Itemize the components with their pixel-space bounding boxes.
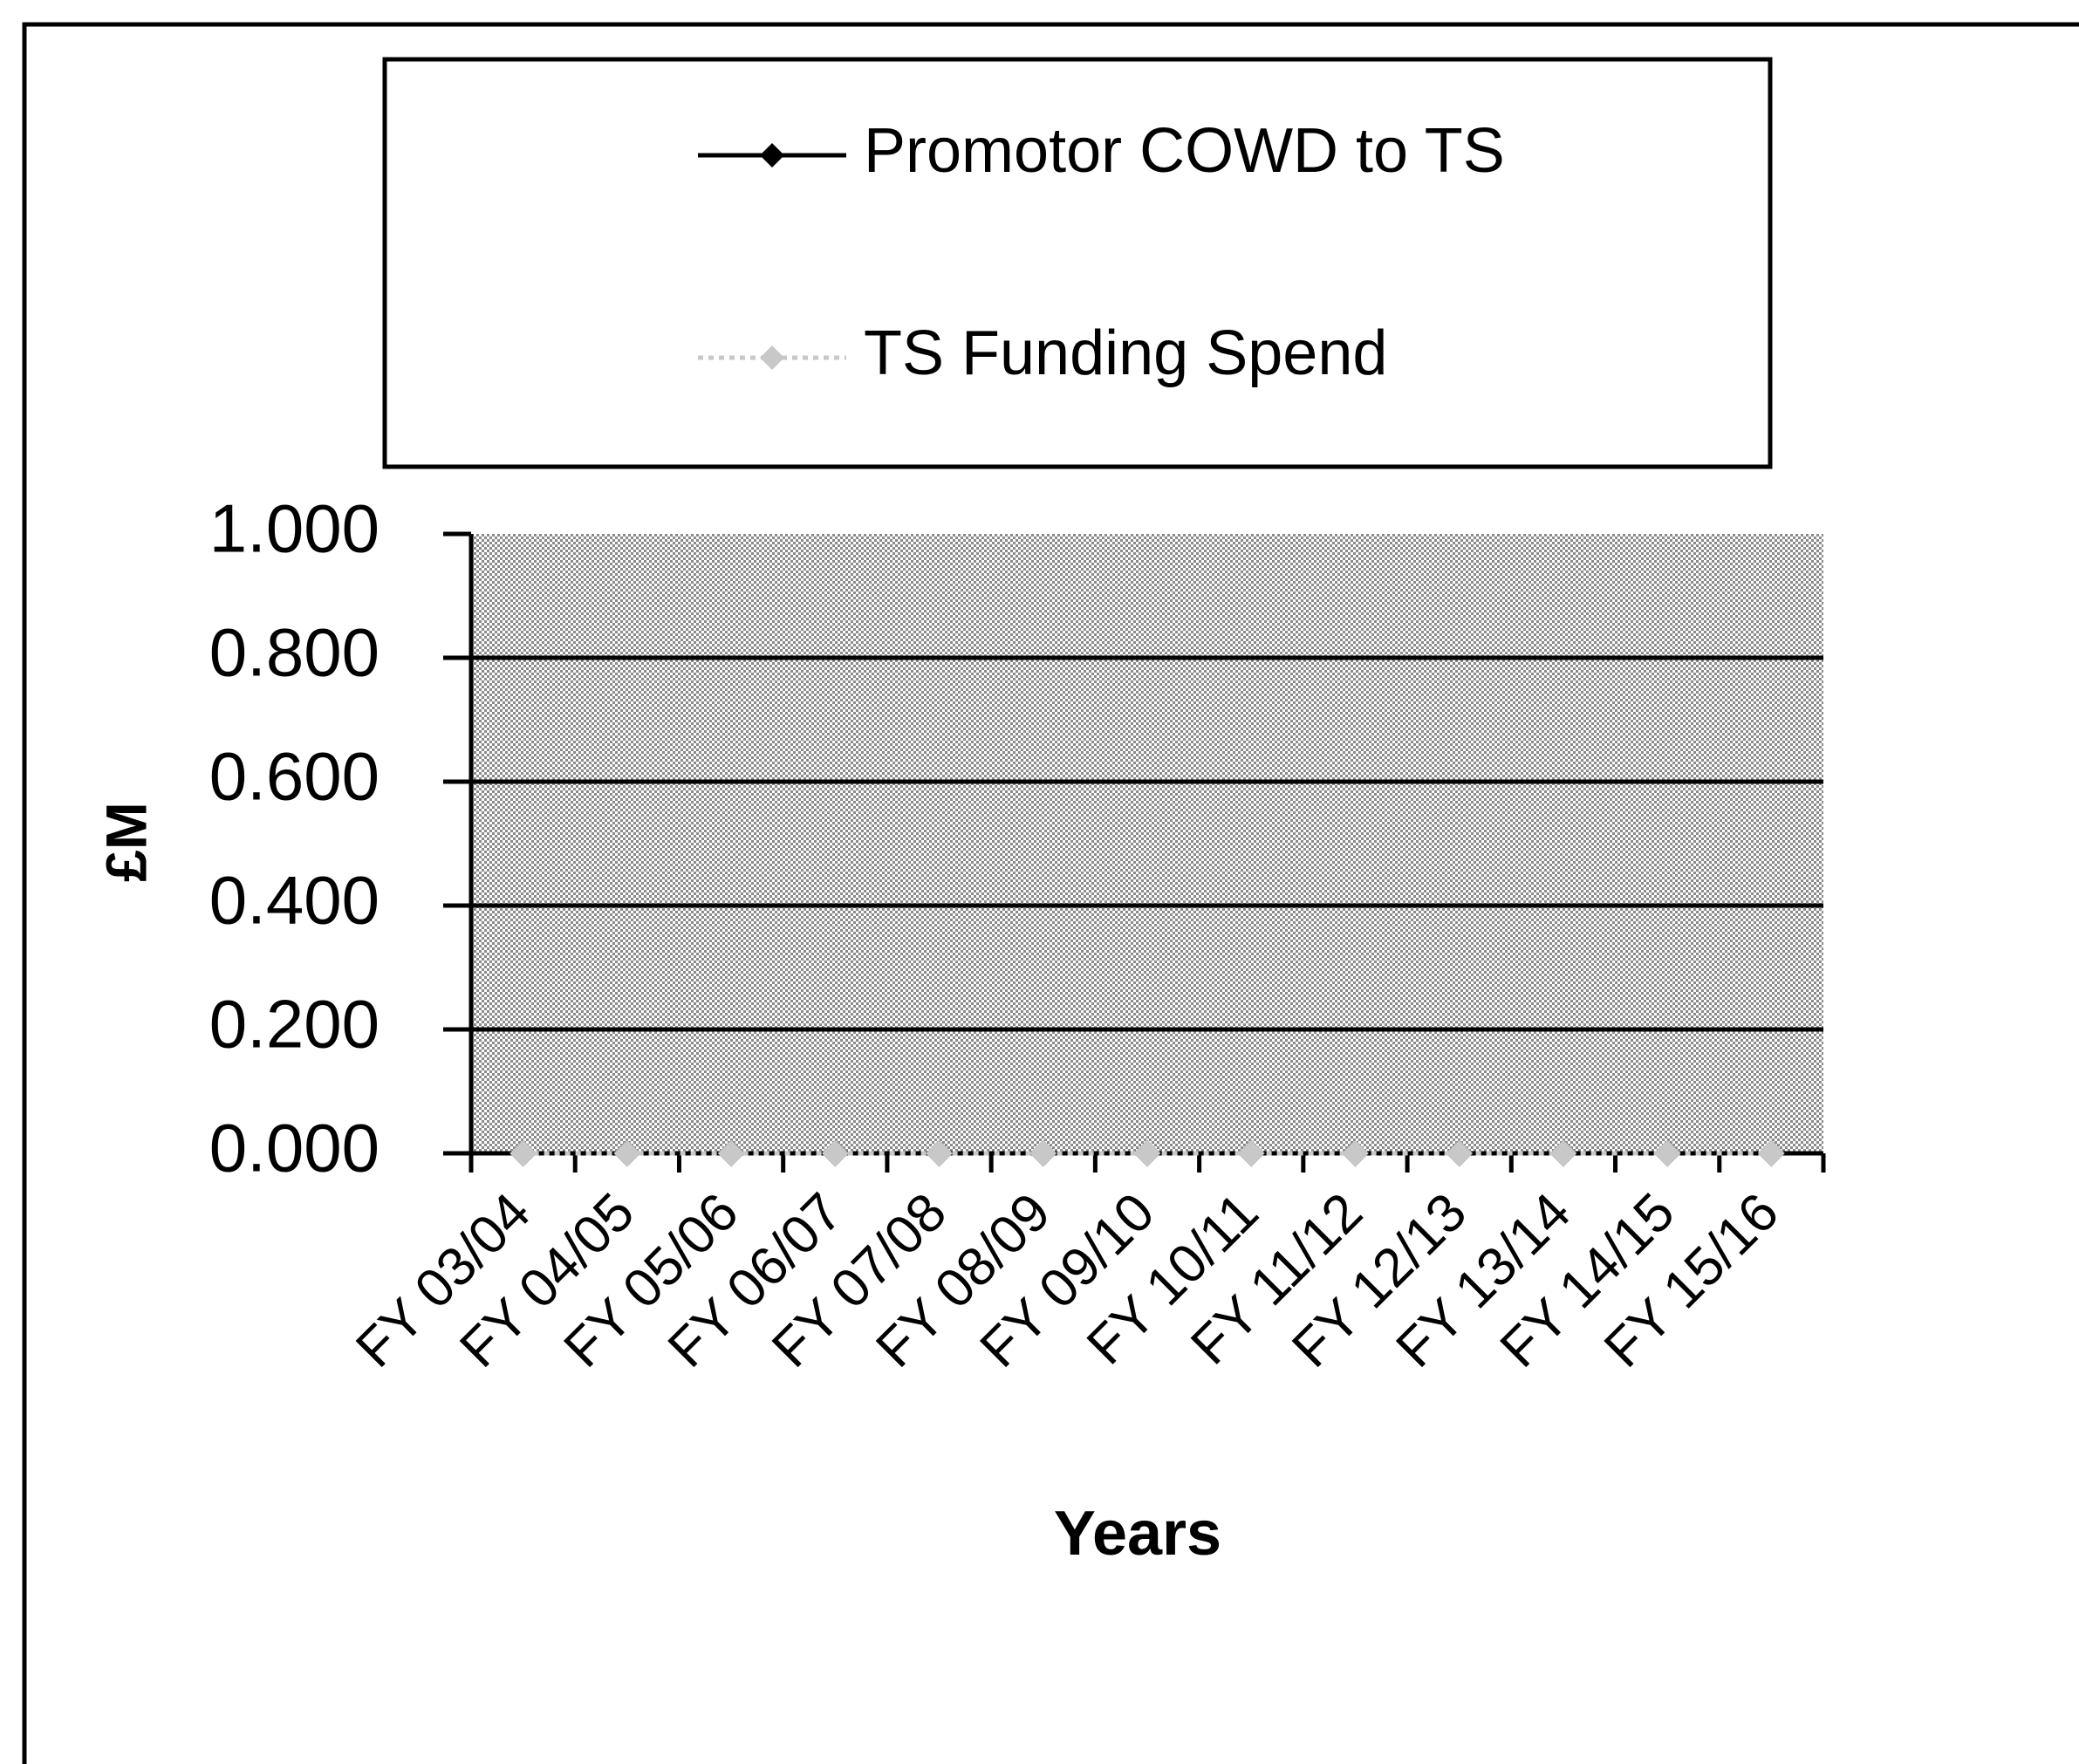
- data-point: [1133, 1139, 1161, 1167]
- legend-box: [382, 57, 1773, 469]
- y-tick-label: 0.400: [209, 862, 380, 939]
- legend-marker: [760, 345, 784, 370]
- y-axis-label: £M: [93, 802, 158, 882]
- y-tick-label: 0.800: [209, 614, 380, 691]
- data-point: [509, 1139, 537, 1167]
- data-point: [1029, 1139, 1057, 1167]
- y-tick-label: 1.000: [209, 490, 380, 567]
- data-point: [1549, 1139, 1577, 1167]
- legend-label: TS Funding Spend: [864, 318, 1387, 388]
- y-tick-label: 0.200: [209, 986, 380, 1063]
- data-point: [1653, 1139, 1681, 1167]
- data-point: [1757, 1139, 1785, 1167]
- data-point: [717, 1139, 745, 1167]
- plot-area: [471, 534, 1823, 1153]
- y-tick-label: 0.600: [209, 738, 380, 815]
- data-point: [926, 1139, 953, 1167]
- y-tick-label: 0.000: [209, 1110, 380, 1186]
- legend-label: Promotor COWD to TS: [864, 116, 1505, 186]
- x-axis-label: Years: [1054, 1499, 1221, 1569]
- data-point: [821, 1139, 849, 1167]
- legend-marker: [760, 143, 784, 168]
- chart-border: [22, 22, 2079, 1764]
- data-point: [1237, 1139, 1265, 1167]
- data-point: [1446, 1139, 1474, 1167]
- data-point: [1342, 1139, 1369, 1167]
- data-point: [613, 1139, 641, 1167]
